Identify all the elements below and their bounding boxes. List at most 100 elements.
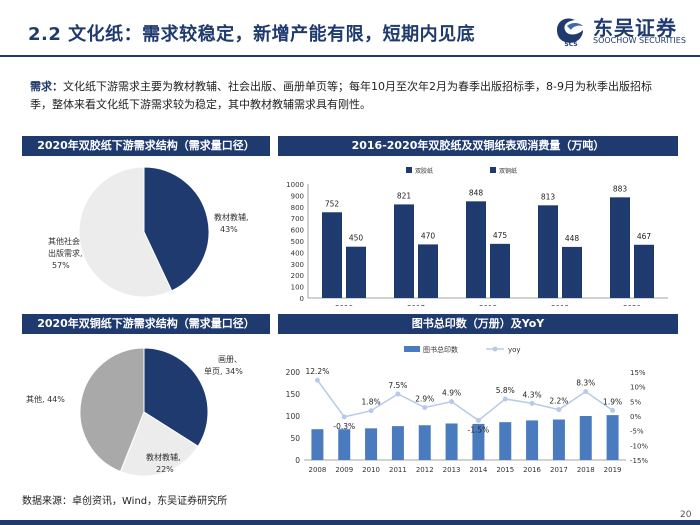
logo-mark-icon: SCS — [557, 18, 583, 48]
pie1-slice-0 — [143, 166, 210, 292]
combo-x-tick-11: 2019 — [604, 466, 622, 474]
bar-y-tick-10: 1000 — [286, 181, 304, 189]
logo-en-text: SOOCHOW SECURITIES — [593, 36, 686, 45]
combo-y2-tick-2: 5% — [630, 398, 641, 406]
combo-yoy-point-9 — [556, 407, 562, 413]
combo-yoy-label-0: 12.2% — [306, 367, 330, 376]
bar-y-tick-5: 500 — [291, 238, 304, 246]
combo-yoy-label-11: 1.9% — [603, 397, 622, 406]
page-title: 2.2 文化纸：需求较稳定，新增产能有限，短期内见底 — [28, 24, 476, 45]
bar-value-label-0-1: 450 — [349, 234, 364, 243]
bar-0-series-0 — [322, 212, 342, 298]
combo-y-tick-3: 150 — [286, 390, 301, 399]
combo-yoy-point-4 — [422, 404, 428, 410]
pie2-label-0-name-2: 单页, 34% — [204, 366, 243, 376]
header-divider — [0, 55, 700, 57]
bar-x-tick-0: 2016 — [335, 304, 353, 306]
combo-yoy-label-6: -1.5% — [468, 425, 490, 434]
bar-panel-title: 2016-2020年双胶纸及双铜纸表观消费量（万吨） — [278, 136, 678, 156]
bar-y-tick-3: 300 — [291, 261, 304, 269]
combo-yoy-label-3: 7.5% — [388, 381, 407, 390]
combo-yoy-label-2: 1.8% — [362, 398, 381, 407]
bar-2-series-0 — [466, 201, 486, 298]
combo-yoy-point-6 — [475, 417, 481, 423]
bar-legend-swatch-0 — [406, 167, 412, 173]
combo-yoy-label-10: 8.3% — [576, 379, 595, 388]
combo-x-tick-4: 2012 — [416, 466, 434, 474]
bar-y-tick-0: 0 — [300, 295, 304, 303]
bar-y-tick-2: 200 — [291, 272, 304, 280]
combo-yoy-point-3 — [395, 391, 401, 397]
pie2-label-1-name: 教材教辅, — [146, 452, 181, 462]
pie1-label-0-value: 43% — [220, 225, 238, 234]
combo-bar-10 — [579, 416, 592, 460]
footer-bar — [0, 520, 700, 525]
combo-yoy-point-2 — [368, 408, 374, 414]
bar-4-series-1 — [634, 244, 654, 298]
bar-y-tick-1: 100 — [291, 284, 304, 292]
bar-y-tick-6: 600 — [291, 227, 304, 235]
consumption-bar-chart: 双胶纸 双铜纸 0 100 200 300 400 500 600 700 800 900 1000 75… — [286, 167, 668, 306]
pie2-label-1-value: 22% — [156, 465, 174, 474]
bar-4-series-0 — [610, 197, 630, 298]
combo-y2-tick-0: 15% — [630, 369, 646, 377]
books-combo-chart: 图书总印数 yoy 0 50 100 150 200 15% 10% 5% 0% -5% -10% -15… — [286, 345, 649, 474]
description-text: 文化纸下游需求主要为教材教辅、社会出版、画册单页等；每年10月至次年2月为春季出… — [30, 80, 652, 111]
combo-yoy-label-1: -0.3% — [333, 422, 355, 431]
bar-label-bg-4-0 — [611, 182, 629, 194]
logo: SCS 东吴证券 SOOCHOW SECURITIES — [553, 12, 693, 50]
bar-3-series-0 — [538, 205, 558, 298]
pie2-panel-title: 2020年双铜纸下游需求结构（需求量口径） — [22, 314, 270, 334]
bar-value-label-4-0: 883 — [613, 184, 628, 193]
combo-y2-tick-6: -15% — [630, 457, 648, 465]
combo-yoy-label-9: 2.2% — [549, 397, 568, 406]
combo-y2-tick-4: -5% — [630, 428, 644, 436]
bar-legend-label-1: 双铜纸 — [499, 167, 517, 175]
combo-x-tick-3: 2011 — [389, 466, 407, 474]
bar-y-tick-9: 900 — [291, 192, 304, 200]
combo-x-tick-9: 2017 — [550, 466, 568, 474]
combo-yoy-label-5: 4.9% — [442, 389, 461, 398]
combo-bar-9 — [552, 419, 565, 460]
bar-1-series-0 — [394, 204, 414, 298]
combo-y-tick-0: 0 — [295, 456, 300, 465]
combo-x-tick-6: 2014 — [470, 466, 488, 474]
combo-yoy-point-1 — [341, 414, 347, 420]
combo-x-tick-8: 2016 — [523, 466, 541, 474]
pie2-label-2-name: 其他, 44% — [26, 394, 65, 404]
pie1-slice-1 — [78, 166, 173, 298]
combo-bar-7 — [499, 422, 512, 460]
bar-label-bg-1-0 — [395, 189, 413, 201]
combo-yoy-point-8 — [529, 400, 535, 406]
bar-label-bg-3-0 — [539, 190, 557, 202]
bar-label-bg-0-1 — [347, 231, 365, 243]
combo-yoy-line — [316, 379, 614, 422]
bar-x-tick-2: 2018 — [479, 304, 497, 306]
combo-y-tick-1: 50 — [290, 434, 300, 443]
combo-legend-marker-1 — [492, 346, 498, 352]
combo-yoy-label-4: 2.9% — [415, 394, 434, 403]
combo-y-tick-2: 100 — [286, 412, 301, 421]
combo-y-tick-4: 200 — [286, 368, 301, 377]
bar-2-series-1 — [490, 243, 510, 298]
pie2-slice-2 — [79, 347, 145, 473]
combo-bar-1 — [338, 429, 351, 460]
combo-bar-3 — [391, 426, 404, 460]
bar-value-label-1-1: 470 — [421, 231, 436, 240]
combo-legend-swatch-0 — [404, 346, 420, 352]
bar-x-tick-3: 2019 — [551, 304, 569, 306]
bar-value-label-2-0: 848 — [469, 188, 484, 197]
bar-y-tick-4: 400 — [291, 249, 304, 257]
bar-value-label-4-1: 467 — [637, 232, 652, 241]
combo-y2-tick-3: 0% — [630, 413, 641, 421]
combo-bar-11 — [606, 415, 619, 460]
pie1-panel-title: 2020年双胶纸下游需求结构（需求量口径） — [22, 136, 270, 156]
combo-yoy-label-8: 4.3% — [523, 390, 542, 399]
logo-text: 东吴证券 — [593, 16, 677, 40]
combo-x-tick-0: 2008 — [309, 466, 327, 474]
combo-bar-2 — [365, 428, 378, 460]
combo-bar-4 — [418, 425, 431, 460]
source-note: 数据来源：卓创资讯，Wind，东吴证券研究所 — [22, 496, 228, 507]
bar-legend-swatch-1 — [490, 167, 496, 173]
bar-label-bg-2-0 — [467, 186, 485, 198]
